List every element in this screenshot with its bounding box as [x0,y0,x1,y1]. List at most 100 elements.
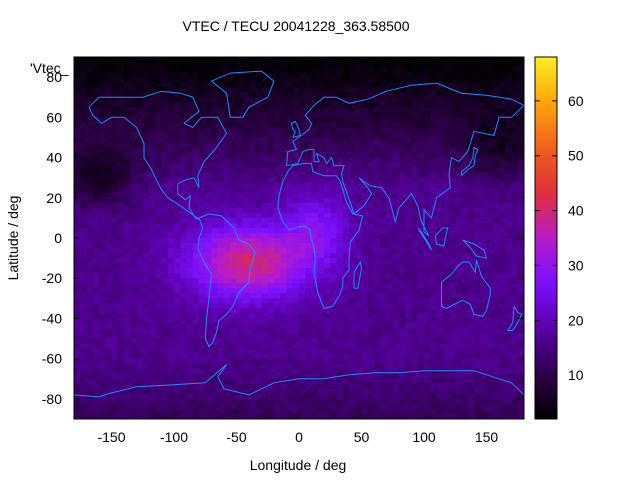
heatmap-cell [174,147,181,153]
heatmap-cell [161,187,169,194]
heatmap-cell [449,368,456,375]
heatmap-cell [99,303,106,309]
heatmap-cell [474,248,481,254]
heatmap-cell [330,187,337,194]
heatmap-cell [161,248,169,254]
heatmap-cell [399,67,406,73]
heatmap-cell [505,62,512,68]
heatmap-cell [380,243,387,249]
heatmap-cell [249,112,256,118]
heatmap-cell [149,107,156,113]
heatmap-cell [124,207,131,214]
heatmap-cell [92,182,100,189]
heatmap-cell [180,97,187,103]
heatmap-cell [180,122,187,128]
heatmap-cell [511,398,519,405]
heatmap-cell [242,157,250,163]
heatmap-cell [467,72,475,78]
heatmap-cell [155,288,162,294]
heatmap-cell [417,353,425,360]
heatmap-cell [499,207,506,214]
heatmap-cell [280,363,287,370]
heatmap-cell [399,152,406,158]
heatmap-cell [417,147,425,153]
heatmap-cell [161,117,169,123]
heatmap-cell [330,142,337,148]
heatmap-cell [499,238,506,244]
heatmap-cell [167,383,175,390]
heatmap-cell [286,268,294,274]
heatmap-cell [417,343,425,350]
heatmap-cell [330,338,337,344]
heatmap-cell [361,177,369,184]
heatmap-cell [386,388,394,395]
heatmap-cell [361,162,369,169]
heatmap-cell [424,268,431,274]
heatmap-cell [380,263,387,269]
heatmap-cell [180,72,187,78]
heatmap-cell [167,373,175,380]
heatmap-cell [461,323,469,329]
heatmap-cell [424,283,431,289]
heatmap-cell [355,303,362,309]
heatmap-cell [336,383,344,390]
heatmap-cell [330,378,337,385]
heatmap-cell [142,202,150,209]
heatmap-cell [136,137,144,143]
heatmap-cell [505,122,512,128]
heatmap-cell [92,308,100,314]
heatmap-cell [105,182,112,189]
heatmap-cell [486,298,494,304]
heatmap-cell [517,227,524,234]
heatmap-cell [505,243,512,249]
heatmap-cell [117,137,125,143]
heatmap-cell [392,253,400,259]
heatmap-cell [442,243,450,249]
heatmap-cell [455,72,462,78]
heatmap-cell [424,248,431,254]
heatmap-cell [86,343,94,350]
heatmap-cell [267,338,275,344]
heatmap-cell [386,122,394,128]
heatmap-cell [161,222,169,229]
heatmap-cell [442,323,450,329]
heatmap-cell [249,67,256,73]
heatmap-cell [355,127,362,133]
heatmap-cell [505,318,512,324]
heatmap-cell [117,62,125,68]
heatmap-cell [199,227,206,234]
heatmap-cell [255,197,262,204]
heatmap-cell [280,338,287,344]
heatmap-cell [261,77,269,83]
heatmap-cell [417,142,425,148]
heatmap-cell [311,378,319,385]
heatmap-cell [330,248,337,254]
heatmap-cell [505,258,512,264]
heatmap-cell [386,157,394,163]
heatmap-cell [442,147,450,153]
heatmap-cell [299,67,306,73]
heatmap-cell [174,57,181,63]
heatmap-cell [286,142,294,148]
heatmap-cell [355,112,362,118]
heatmap-cell [311,343,319,350]
heatmap-cell [405,263,412,269]
heatmap-cell [142,278,150,284]
heatmap-cell [186,62,194,68]
heatmap-cell [299,232,306,239]
heatmap-cell [86,67,94,73]
heatmap-cell [374,323,381,329]
heatmap-cell [80,353,87,360]
heatmap-cell [417,222,425,229]
heatmap-cell [480,268,487,274]
heatmap-cell [236,243,244,249]
heatmap-cell [455,323,462,329]
heatmap-cell [342,177,350,184]
heatmap-cell [424,142,431,148]
heatmap-cell [292,222,300,229]
heatmap-cell [305,248,312,254]
heatmap-cell [355,122,362,128]
heatmap-cell [230,102,237,108]
heatmap-cell [149,97,156,103]
heatmap-cell [374,187,381,194]
